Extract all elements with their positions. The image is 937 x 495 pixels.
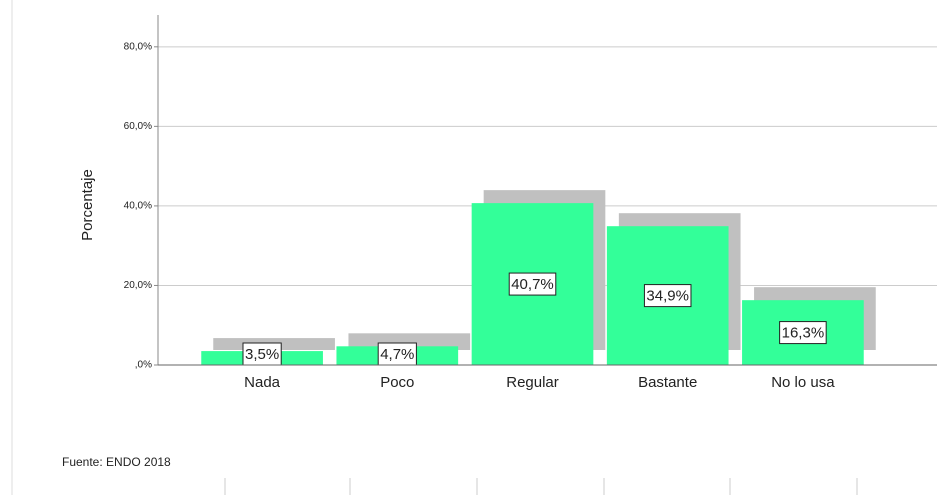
- value-label-box: [779, 321, 827, 345]
- source-note: Fuente: ENDO 2018: [62, 455, 171, 469]
- value-label-box: [643, 284, 692, 308]
- value-label: 3,5%: [245, 346, 279, 363]
- x-tick-label: Bastante: [638, 374, 697, 391]
- y-tick-label: 20,0%: [124, 280, 152, 291]
- y-tick-label: 40,0%: [124, 201, 152, 212]
- value-label: 16,3%: [782, 325, 825, 342]
- x-tick-label: Regular: [506, 374, 559, 391]
- y-tick-label: 80,0%: [124, 41, 152, 52]
- y-axis-label: Porcentaje: [79, 169, 96, 241]
- value-label: 40,7%: [511, 276, 554, 293]
- value-label: 34,9%: [646, 288, 689, 305]
- x-tick-label: Nada: [244, 374, 281, 391]
- bottom-ticks: [224, 478, 858, 495]
- x-tick-label: No lo usa: [771, 374, 835, 391]
- y-tick-label: 60,0%: [124, 121, 152, 132]
- value-label-box: [508, 272, 557, 296]
- value-label: 4,7%: [380, 346, 414, 363]
- y-tick-label: ,0%: [135, 360, 152, 371]
- x-tick-label: Poco: [380, 374, 414, 391]
